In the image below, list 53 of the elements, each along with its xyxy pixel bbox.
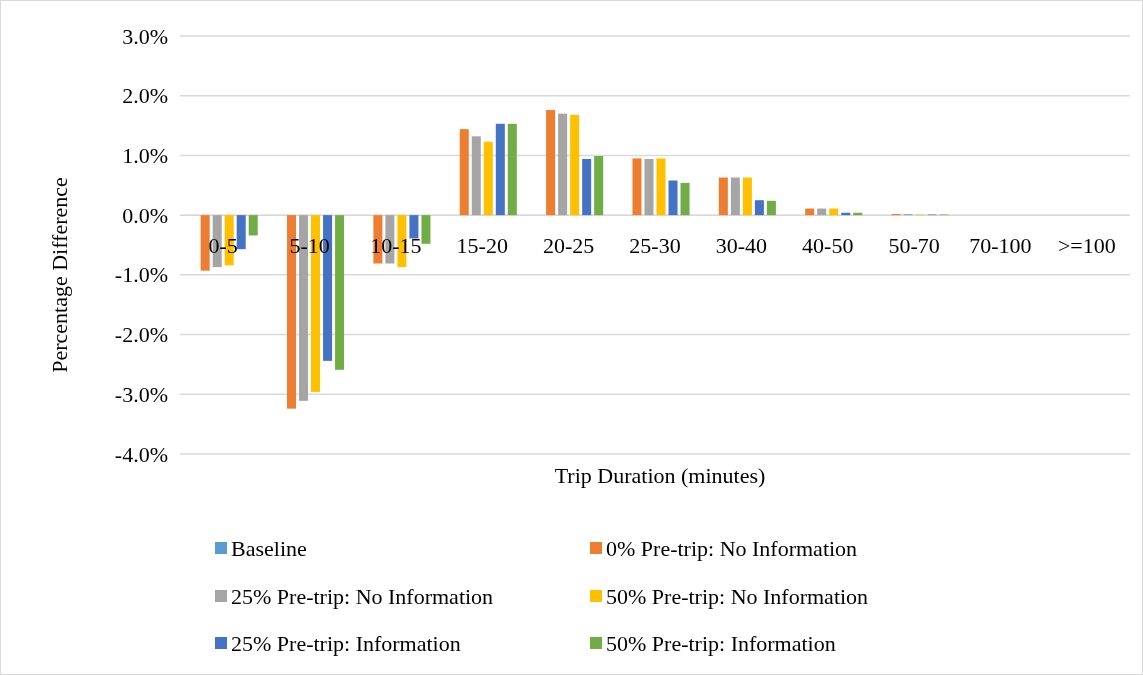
bar	[459, 129, 469, 216]
y-tick-label: 2.0%	[122, 83, 168, 109]
bar	[483, 141, 493, 216]
bar	[594, 156, 604, 216]
bar	[632, 158, 642, 216]
bar	[248, 215, 258, 236]
y-tick-label: 3.0%	[122, 23, 168, 49]
y-tick-label: 0.0%	[122, 202, 168, 228]
y-tick-label: -4.0%	[114, 441, 168, 467]
bar	[656, 158, 666, 216]
legend-label: 25% Pre-trip: Information	[231, 631, 461, 656]
bar	[742, 177, 752, 216]
bar	[409, 215, 419, 239]
y-tick-label: -2.0%	[114, 322, 168, 348]
bar	[507, 123, 517, 216]
bar	[546, 110, 556, 216]
bar	[471, 136, 481, 216]
bar	[766, 200, 776, 216]
legend-label: 0% Pre-trip: No Information	[606, 536, 858, 561]
y-tick-label: 1.0%	[122, 142, 168, 168]
y-tick-label: -3.0%	[114, 381, 168, 407]
bar	[570, 114, 580, 216]
x-tick-label: >=100	[1057, 232, 1116, 258]
x-axis-title: Trip Duration (minutes)	[554, 463, 766, 488]
bar	[718, 177, 728, 216]
bar	[644, 159, 654, 216]
bar	[817, 208, 827, 216]
bar	[495, 123, 505, 216]
bar	[558, 113, 568, 216]
bar	[421, 215, 431, 244]
bar	[680, 182, 690, 216]
legend-label: 25% Pre-trip: No Information	[231, 584, 494, 609]
bar	[582, 159, 592, 216]
legend-label: 50% Pre-trip: Information	[606, 631, 836, 656]
bar	[829, 208, 839, 216]
bar	[754, 200, 764, 216]
bar	[668, 180, 678, 216]
x-tick-label: 30-40	[715, 232, 768, 258]
legend-label: 50% Pre-trip: No Information	[606, 584, 869, 609]
bar	[805, 208, 815, 216]
bar	[730, 177, 740, 216]
x-tick-label: 70-100	[969, 232, 1032, 258]
y-tick-label: -1.0%	[114, 262, 168, 288]
bar	[236, 215, 246, 250]
bar	[200, 215, 210, 271]
x-tick-label: 25-30	[629, 232, 681, 258]
x-tick-label: 15-20	[456, 232, 508, 258]
y-axis-title: Percentage Difference	[47, 177, 72, 373]
x-tick-label: 50-70	[888, 232, 940, 258]
x-tick-label: 40-50	[802, 232, 854, 258]
x-tick-label: 20-25	[542, 232, 595, 258]
legend-label: Baseline	[231, 536, 307, 561]
bar	[335, 215, 345, 370]
